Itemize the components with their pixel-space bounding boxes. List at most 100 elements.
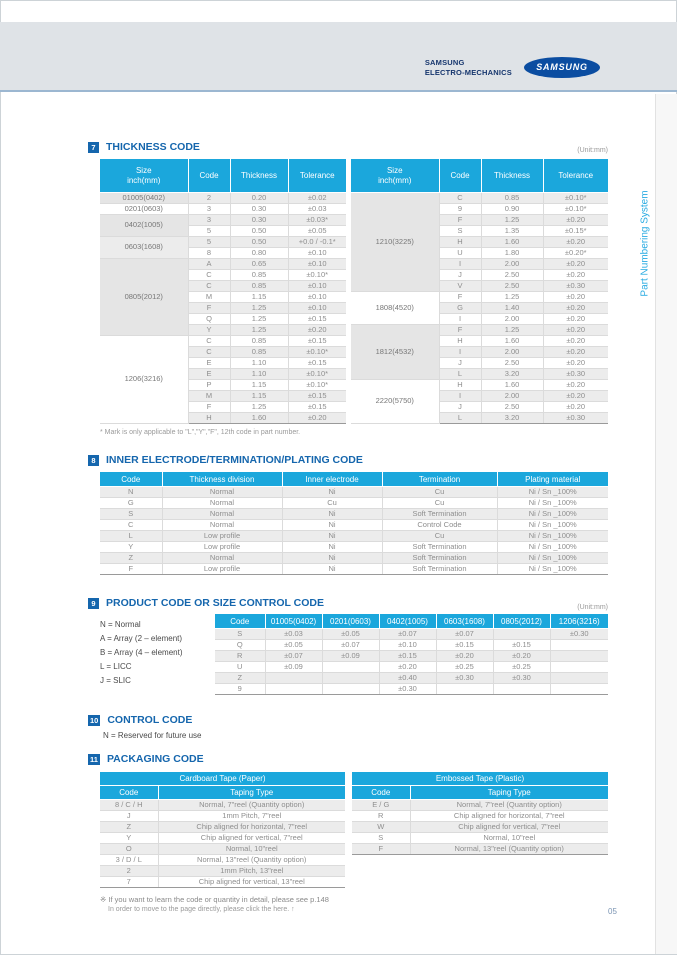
column-header-cell: Taping Type <box>157 785 345 800</box>
table-cell: M <box>188 291 231 303</box>
size-group-cell: 0805(2012) <box>100 258 189 336</box>
table-cell: Normal <box>161 486 283 498</box>
header-row: Code Taping Type <box>352 785 608 800</box>
section-number-badge: 10 <box>88 714 101 726</box>
table-cell: ±0.07 <box>378 628 437 640</box>
product-table: Code 01005(0402) 0201(0603) 0402(1005) 0603(… <box>215 613 608 695</box>
thickness-tables: Size inch(mm) Code Thickness Tolerance 0… <box>100 158 608 424</box>
table-cell: ±0.20 <box>542 291 608 303</box>
table-cell: 2.50 <box>480 280 544 292</box>
table-cell: ±0.03 <box>264 628 323 640</box>
table-cell: Soft Termination <box>381 541 498 553</box>
table-row: 2220(5750) H 1.60 ±0.20 <box>351 379 608 424</box>
table-cell: 0.85 <box>480 192 544 204</box>
table-cell: ±0.05 <box>264 639 323 651</box>
column-header-cell: Code <box>215 613 266 629</box>
col-header-thickness: Thickness <box>480 158 544 193</box>
column-header-cell: Inner electrode <box>281 471 383 487</box>
table-row: H 1.60 ±0.20 <box>100 412 346 424</box>
table-cell: S <box>215 628 266 640</box>
table-row: S Normal Ni Soft Termination Ni / Sn _100% <box>100 508 608 520</box>
table-head: Code 01005(0402) 0201(0603) 0402(1005) 0603(… <box>215 613 608 629</box>
table-cell: C <box>188 269 231 281</box>
table-cell: 1.25 <box>229 324 289 336</box>
table-cell: 0.65 <box>229 258 289 270</box>
table-cell: ±0.30 <box>492 672 551 684</box>
table-cell: Low profile <box>161 530 283 542</box>
table-cell: E / G <box>352 799 411 811</box>
table-cell: ±0.30 <box>542 368 608 380</box>
table-cell: H <box>439 236 482 248</box>
size-group-cell: 1812(4532) <box>351 324 440 380</box>
table-row: I 2.00 ±0.20 <box>351 390 608 402</box>
size-group-cell: 0201(0603) <box>100 203 189 215</box>
table-cell: 0.90 <box>480 203 544 215</box>
table-row: Q ±0.05 ±0.07 ±0.10 ±0.15 ±0.15 <box>215 639 608 651</box>
section-title-text: PACKAGING CODE <box>106 753 204 765</box>
table-cell: ±0.30 <box>378 683 437 695</box>
table-cell <box>549 661 608 673</box>
table-cell: 1.15 <box>229 379 289 391</box>
table-cell: Y <box>100 832 159 844</box>
table-row: 2 1mm Pitch, 13"reel <box>100 865 345 877</box>
thickness-table-right: Size inch(mm) Code Thickness Tolerance 1… <box>351 158 608 424</box>
table-cell: ±0.10 <box>287 291 346 303</box>
table-cell: F <box>352 843 411 855</box>
table-cell: Z <box>215 672 266 684</box>
legend-item: A = Array (2 – element) <box>100 634 183 643</box>
table-cell: ±0.05 <box>321 628 380 640</box>
table-row: P 1.15 ±0.10* <box>100 379 346 391</box>
table-cell: 0.30 <box>229 214 289 226</box>
table-cell: Ni <box>281 508 383 520</box>
table-cell: Normal, 10"reel <box>157 843 345 855</box>
table-cell <box>492 683 551 695</box>
table-cell: 3.20 <box>480 368 544 380</box>
section-packaging-title: 11 PACKAGING CODE <box>88 753 204 765</box>
table-cell: F <box>438 291 482 303</box>
column-header-cell: 01005(0402) <box>264 613 323 629</box>
table-cell: C <box>187 335 231 347</box>
table-row: I 2.00 ±0.20 <box>351 258 608 270</box>
header-line: Size <box>386 165 403 175</box>
table-cell: E <box>188 368 231 380</box>
table-cell: ±0.15 <box>287 313 346 325</box>
table-cell: I <box>439 313 482 325</box>
table-cell: ±0.10* <box>287 379 346 391</box>
embossed-tape-table: Embossed Tape (Plastic) Code Taping Type … <box>352 771 608 855</box>
table-head: Size inch(mm) Code Thickness Tolerance <box>351 158 608 193</box>
table-cell: Chip aligned for vertical, 7"reel <box>409 821 608 833</box>
table-cell: ±0.10* <box>287 346 346 358</box>
size-group-cell: 0603(1608) <box>100 236 189 259</box>
table-cell: A <box>187 258 231 270</box>
column-header-cell: Plating material <box>496 471 608 487</box>
table-cell: 2.00 <box>480 258 544 270</box>
table-row: F Low profile Ni Soft Termination Ni / Sn _1… <box>100 563 608 575</box>
table-cell <box>435 683 494 695</box>
table-cell: ±0.20 <box>542 335 608 347</box>
table-cell: E <box>188 357 231 369</box>
table-cell: Q <box>215 639 266 651</box>
packaging-footnote-link[interactable]: In order to move to the page directly, p… <box>108 906 295 913</box>
table-cell: ±0.02 <box>287 192 346 204</box>
table-cell: J <box>439 401 482 413</box>
table-cell: G <box>439 302 482 314</box>
header-line: Size <box>135 165 152 175</box>
tape-group-title: Embossed Tape (Plastic) <box>352 771 608 786</box>
table-cell: ±0.10 <box>287 280 346 292</box>
table-cell: C <box>188 346 231 358</box>
table-cell: ±0.20 <box>435 650 494 662</box>
table-row: I 2.00 ±0.20 <box>351 346 608 358</box>
table-body: 1210(3225) C 0.85 ±0.10* 9 0.90 ±0.10* F 1.25 ±0.… <box>351 192 608 424</box>
table-cell: Chip aligned for vertical, 13"reel <box>157 876 345 888</box>
samsung-logo-icon: SAMSUNG <box>524 57 600 78</box>
table-cell: Normal, 7"reel (Quantity option) <box>157 799 345 811</box>
table-cell: ±0.20 <box>542 302 608 314</box>
table-cell: Normal <box>161 519 283 531</box>
table-cell: C <box>438 192 482 204</box>
table-cell: ±0.15 <box>378 650 437 662</box>
table-row: C Normal Ni Control Code Ni / Sn _100% <box>100 519 608 531</box>
table-cell: 3.20 <box>480 412 544 424</box>
table-cell: 2 <box>100 865 159 877</box>
table-cell: ±0.10 <box>378 639 437 651</box>
